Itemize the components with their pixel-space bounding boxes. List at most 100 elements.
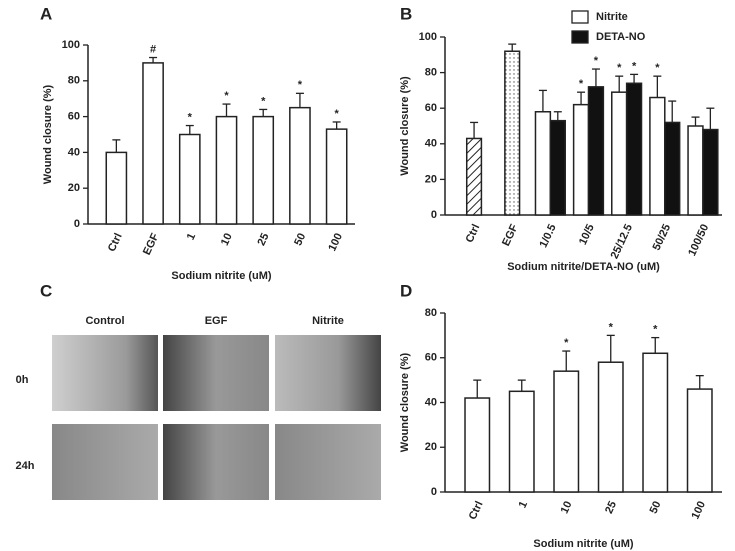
bar [572, 103, 590, 216]
y-tick-label: 40 [425, 138, 437, 150]
y-tick-label: 40 [68, 146, 80, 158]
bar [549, 119, 566, 216]
bar [686, 388, 713, 493]
legend-swatch [571, 30, 589, 44]
bar [325, 128, 348, 225]
micrograph [163, 335, 269, 411]
bar [289, 106, 311, 225]
y-tick-label: 0 [431, 486, 437, 498]
annotation: * [653, 324, 658, 336]
x-tick-label: 50/25 [651, 222, 674, 252]
x-tick-label: 100 [689, 499, 708, 521]
legend-label: DETA-NO [596, 31, 646, 43]
y-tick-label: 60 [68, 111, 80, 123]
x-tick-label: 25 [256, 231, 272, 247]
x-tick-label: 25/12.5 [609, 222, 635, 260]
y-axis-label: Wound closure (%) [399, 76, 411, 176]
annotation: * [261, 95, 266, 107]
x-tick-label: Ctrl [467, 499, 486, 521]
panel-letter: B [400, 4, 412, 23]
annotation: * [594, 55, 599, 67]
bar [215, 115, 238, 225]
panel-letter: D [400, 281, 412, 300]
row-label: 0h [16, 374, 29, 386]
y-axis-label: Wound closure (%) [399, 352, 411, 452]
y-tick-label: 40 [425, 396, 437, 408]
x-tick-label: EGF [141, 231, 162, 257]
annotation: * [188, 111, 193, 123]
x-tick-label: 1/0.5 [537, 222, 558, 249]
panel-letter: C [40, 281, 52, 300]
y-tick-label: 80 [425, 67, 437, 79]
x-tick-label: 50 [292, 231, 308, 247]
y-tick-label: 20 [68, 182, 80, 194]
bar [702, 128, 719, 216]
y-tick-label: 20 [425, 441, 437, 453]
x-axis-label: Sodium nitrite (uM) [171, 270, 272, 282]
bar [465, 137, 483, 216]
column-label: Control [85, 315, 124, 327]
bar [649, 96, 666, 216]
y-tick-label: 80 [68, 75, 80, 87]
x-tick-label: 1 [185, 231, 198, 242]
y-axis-label: Wound closure (%) [42, 84, 54, 184]
bar [534, 111, 552, 216]
annotation: * [655, 62, 660, 74]
panel-letter: A [40, 4, 52, 23]
y-tick-label: 100 [62, 39, 80, 51]
y-tick-label: 20 [425, 173, 437, 185]
bar [553, 370, 580, 493]
y-tick-label: 60 [425, 352, 437, 364]
legend-label: Nitrite [596, 11, 628, 23]
bar [504, 50, 521, 216]
bar [611, 91, 628, 216]
bar [587, 86, 605, 216]
bar [664, 121, 681, 216]
annotation: * [632, 60, 637, 72]
x-tick-label: 100/50 [686, 222, 711, 258]
y-tick-label: 100 [419, 31, 437, 43]
bar [178, 133, 201, 225]
column-label: Nitrite [312, 315, 344, 327]
annotation: * [617, 62, 622, 74]
x-tick-label: Ctrl [106, 231, 125, 253]
annotation: # [150, 43, 156, 55]
x-tick-label: 25 [603, 499, 619, 515]
annotation: * [298, 79, 303, 91]
x-tick-label: 10/5 [577, 222, 597, 246]
bar [252, 115, 275, 225]
y-tick-label: 60 [425, 102, 437, 114]
x-tick-label: 1 [517, 499, 530, 510]
micrograph [275, 335, 381, 411]
column-label: EGF [205, 315, 228, 327]
x-tick-label: EGF [500, 222, 521, 248]
bar [105, 151, 128, 225]
bar [642, 352, 669, 493]
bar [142, 62, 164, 225]
annotation: * [609, 321, 614, 333]
x-tick-label: 10 [559, 499, 575, 515]
y-tick-label: 80 [425, 307, 437, 319]
x-tick-label: 100 [326, 231, 345, 253]
micrograph [163, 424, 269, 500]
annotation: * [335, 108, 340, 120]
x-axis-label: Sodium nitrite (uM) [533, 538, 634, 550]
bar [597, 361, 624, 493]
annotation: * [564, 337, 569, 349]
annotation: * [224, 90, 229, 102]
image-grid: C Control EGF Nitrite 0h 24h [16, 281, 381, 500]
y-tick-label: 0 [431, 209, 437, 221]
bar [464, 397, 491, 493]
bar [687, 125, 704, 216]
bar [625, 82, 643, 216]
row-label: 24h [16, 460, 35, 472]
annotation: * [579, 78, 584, 90]
bar [508, 390, 535, 493]
x-tick-label: 50 [648, 499, 664, 515]
micrograph [52, 424, 158, 500]
y-tick-label: 0 [74, 218, 80, 230]
x-axis-label: Sodium nitrite/DETA-NO (uM) [507, 261, 660, 273]
micrograph [52, 335, 158, 411]
micrograph [275, 424, 381, 500]
